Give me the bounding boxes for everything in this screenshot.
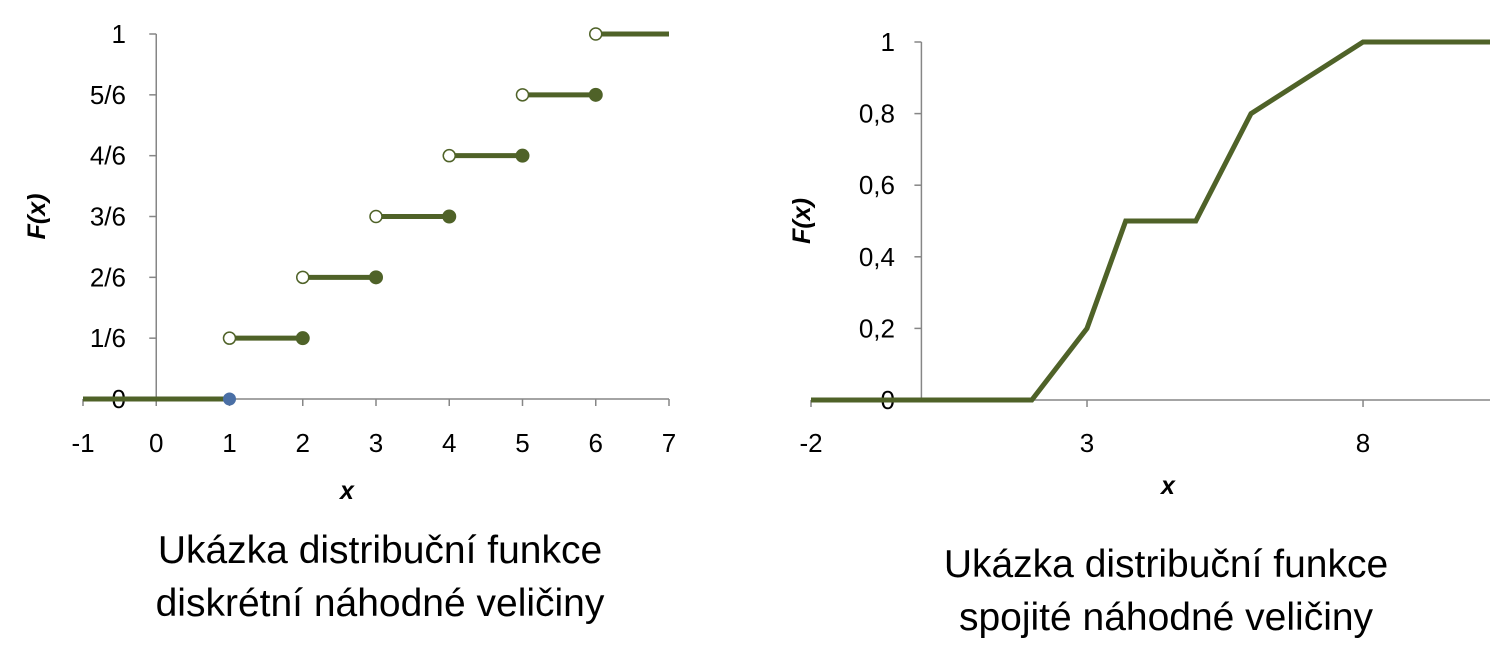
x-tick-label: 5	[515, 428, 529, 458]
y-tick-label: 0,2	[859, 313, 895, 343]
y-tick-label: 0,8	[859, 99, 895, 129]
y-tick-label: 1	[881, 27, 895, 57]
y-tick-label: 5/6	[90, 80, 126, 110]
discrete-cdf-caption: Ukázka distribuční funkce diskrétní náho…	[80, 524, 680, 630]
y-tick-label: 1/6	[90, 323, 126, 353]
open-point	[442, 148, 456, 163]
x-tick-label: 7	[662, 428, 676, 458]
x-tick-label: 4	[442, 428, 456, 458]
continuous-cdf-chart: 00,20,40,60,81-2 3 8xF(x)	[788, 27, 1490, 500]
caption-line-2: diskrétní náhodné veličiny	[155, 582, 605, 625]
x-tick-label: 1	[222, 428, 236, 458]
x-tick-label: 3	[1080, 428, 1094, 458]
y-tick-label: 4/6	[90, 141, 126, 171]
x-axis-title: x	[1159, 472, 1176, 500]
y-tick-label: 0,4	[859, 242, 895, 272]
caption-line-1: Ukázka distribuční funkce	[943, 543, 1389, 586]
y-tick-label: 1	[112, 19, 126, 49]
y-tick-label: 2/6	[90, 262, 126, 292]
open-point	[296, 270, 310, 285]
x-tick-label: -2	[799, 428, 822, 458]
x-tick-label: -1	[71, 428, 94, 458]
open-point	[589, 27, 603, 41]
x-tick-label: 3	[369, 428, 383, 458]
closed-point	[369, 270, 383, 285]
closed-point	[515, 148, 530, 163]
y-axis-title: F(x)	[788, 198, 816, 244]
closed-point	[442, 209, 457, 224]
continuous-cdf-caption: Ukázka distribuční funkce spojité náhodn…	[866, 538, 1466, 644]
caption-line-2: spojité náhodné veličiny	[958, 596, 1374, 639]
x-tick-label: 6	[589, 428, 603, 458]
closed-point	[295, 331, 310, 346]
x-axis-title: x	[338, 477, 355, 505]
x-tick-label: 2	[296, 428, 310, 458]
x-tick-label: 8	[1356, 428, 1370, 458]
x-tick-label: 0	[149, 428, 163, 458]
open-point	[369, 209, 383, 224]
zero-point	[223, 392, 236, 406]
y-tick-label: 0,6	[859, 170, 895, 200]
continuous-cdf-panel: 0 0,2 0,4 0,6 0,8 1 -2 3 8 x F(x) Ukázka distribuč…	[760, 0, 1504, 655]
closed-point	[588, 87, 603, 102]
caption-line-1: Ukázka distribuční funkce	[157, 529, 603, 572]
y-tick-label: 3/6	[90, 202, 126, 232]
open-point	[222, 331, 237, 345]
cdf-line	[811, 39, 1490, 403]
y-axis-title: F(x)	[23, 194, 51, 240]
open-point	[515, 88, 530, 102]
